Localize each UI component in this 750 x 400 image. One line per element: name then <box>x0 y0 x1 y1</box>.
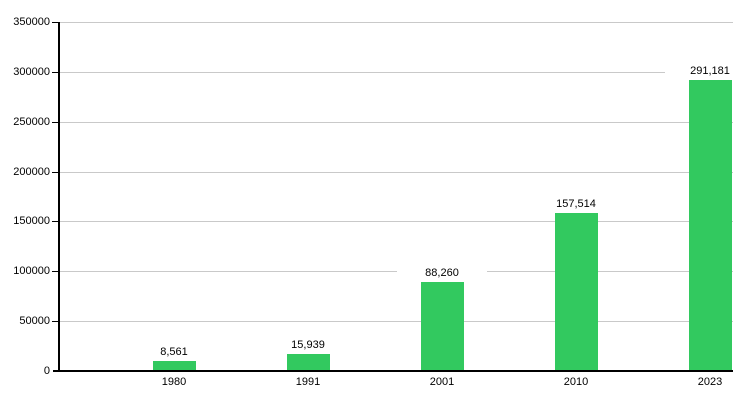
y-gridline <box>60 122 733 123</box>
bar-value-label: 8,561 <box>129 345 219 359</box>
bar <box>286 354 330 370</box>
y-tick-label: 50000 <box>19 315 50 327</box>
y-tick-label: 250000 <box>13 116 50 128</box>
bar-value-label: 88,260 <box>397 266 487 280</box>
y-axis-tick <box>52 321 59 322</box>
x-tick-label: 1991 <box>295 376 321 388</box>
y-gridline <box>60 72 733 73</box>
bar-value-label: 291,181 <box>665 64 750 78</box>
y-axis-tick <box>52 72 59 73</box>
y-axis-tick <box>52 221 59 222</box>
y-gridline <box>60 22 733 23</box>
x-tick-label: 2023 <box>697 376 723 388</box>
y-axis-tick <box>52 271 59 272</box>
x-tick-label: 1980 <box>161 376 187 388</box>
bar-value-label: 157,514 <box>531 197 621 211</box>
y-axis-tick <box>52 22 59 23</box>
y-tick-label: 350000 <box>13 16 50 28</box>
y-gridline <box>60 321 733 322</box>
y-axis-tick <box>52 122 59 123</box>
y-tick-label: 0 <box>43 365 50 377</box>
x-tick-label: 2001 <box>429 376 455 388</box>
y-tick-label: 300000 <box>13 66 50 78</box>
y-gridline <box>60 172 733 173</box>
bar-value-label: 15,939 <box>263 338 353 352</box>
y-tick-label: 200000 <box>13 166 50 178</box>
x-axis-line <box>53 370 733 372</box>
y-gridline <box>60 221 733 222</box>
bar <box>420 282 464 370</box>
bar <box>554 213 598 370</box>
y-tick-label: 150000 <box>13 215 50 227</box>
bar <box>688 80 732 370</box>
y-axis-line <box>58 22 60 371</box>
bar <box>152 361 196 370</box>
x-tick-label: 2010 <box>563 376 589 388</box>
y-axis-tick <box>52 172 59 173</box>
y-tick-label: 100000 <box>13 265 50 277</box>
